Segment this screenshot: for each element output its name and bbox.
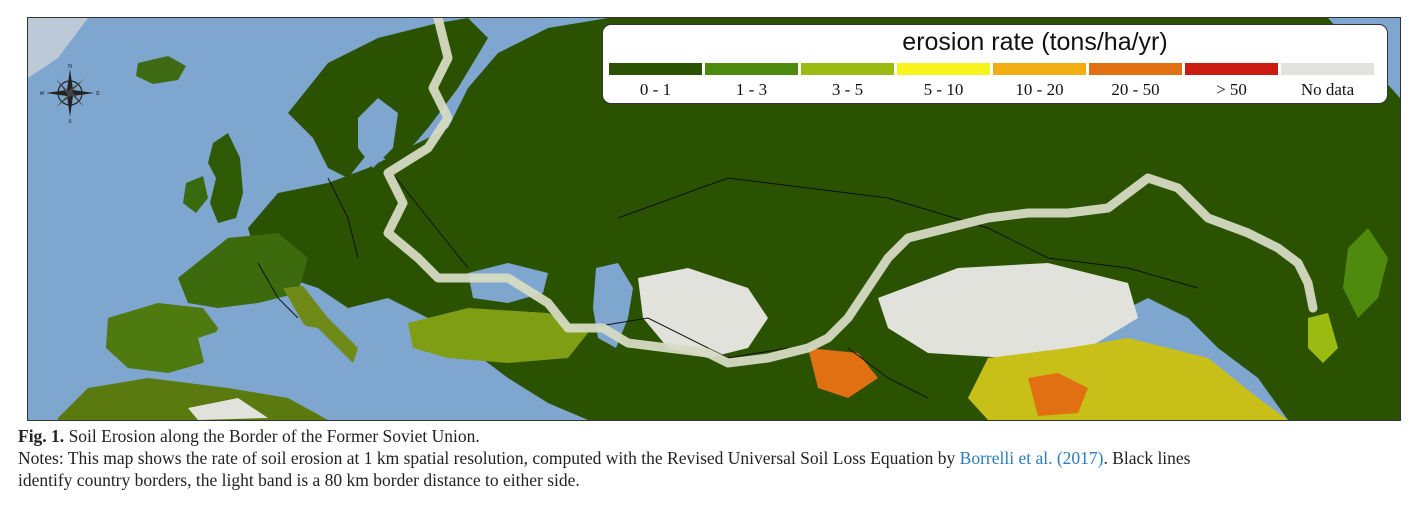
erosion-map: N S W E erosion rate (tons/ha/yr) 0 - 1 1… [27, 17, 1401, 421]
compass-w: W [40, 91, 45, 97]
italy [283, 286, 358, 363]
legend-swatch [1185, 63, 1278, 75]
north-africa-desert [188, 398, 268, 420]
figure-label: Fig. 1. [18, 426, 65, 446]
compass-e: E [96, 91, 100, 97]
legend-swatch [1281, 63, 1374, 75]
central-asia-nodata [638, 268, 768, 358]
gobi-nodata [878, 263, 1138, 358]
legend-label: 20 - 50 [1111, 80, 1160, 99]
compass-rose-icon: N S W E [40, 63, 100, 123]
legend-swatch [705, 63, 798, 75]
china-hotspot [1028, 373, 1088, 416]
legend-label: No data [1300, 80, 1355, 99]
figure-caption: Fig. 1. Soil Erosion along the Border of… [18, 425, 1408, 491]
caption-notes-line: Notes: This map shows the rate of soil e… [18, 447, 1408, 469]
western-europe [178, 233, 308, 308]
citation-link[interactable]: Borrelli et al. (2017) [959, 448, 1104, 468]
notes-text: Notes: This map shows the rate of soil e… [18, 448, 960, 468]
iberia [106, 303, 218, 373]
iceland [136, 56, 186, 84]
legend-labels: 0 - 1 1 - 3 3 - 5 5 - 10 10 - 20 20 - 50 > 50 N… [609, 80, 1374, 100]
border-band [383, 18, 1318, 368]
legend-label: 5 - 10 [923, 80, 964, 99]
legend-swatches [609, 63, 1374, 75]
legend-label: 1 - 3 [735, 80, 768, 99]
caption-title-line: Fig. 1. Soil Erosion along the Border of… [18, 425, 1408, 447]
shallow-sea-shading [28, 18, 88, 78]
british-isles [208, 133, 243, 223]
scandinavia [288, 18, 488, 178]
mediterranean-sea [198, 318, 468, 398]
compass-n: N [68, 64, 73, 70]
country-borders [257, 167, 1199, 399]
legend-swatch [801, 63, 894, 75]
ireland [183, 176, 208, 213]
turkey [408, 308, 588, 363]
figure-title: Soil Erosion along the Border of the For… [64, 426, 480, 446]
north-africa [58, 378, 328, 420]
himalaya-hotspot [808, 348, 878, 398]
legend-swatch [993, 63, 1086, 75]
compass-s: S [68, 119, 71, 123]
caption-notes-line-2: identify country borders, the light band… [18, 470, 580, 490]
legend-title: erosion rate (tons/ha/yr) [902, 28, 1168, 56]
japan [1343, 228, 1388, 318]
legend-label: 3 - 5 [831, 80, 864, 99]
legend-swatch [897, 63, 990, 75]
map-legend: erosion rate (tons/ha/yr) 0 - 1 1 - 3 3 - … [602, 24, 1388, 104]
baltic-sea [358, 98, 398, 168]
notes-text-end: . Black lines [1103, 448, 1191, 468]
korea [1308, 313, 1338, 363]
legend-label: 0 - 1 [639, 80, 672, 99]
legend-label: > 50 [1216, 80, 1247, 99]
legend-label: 10 - 20 [1015, 80, 1064, 99]
legend-swatch [609, 63, 702, 75]
legend-swatch [1089, 63, 1182, 75]
